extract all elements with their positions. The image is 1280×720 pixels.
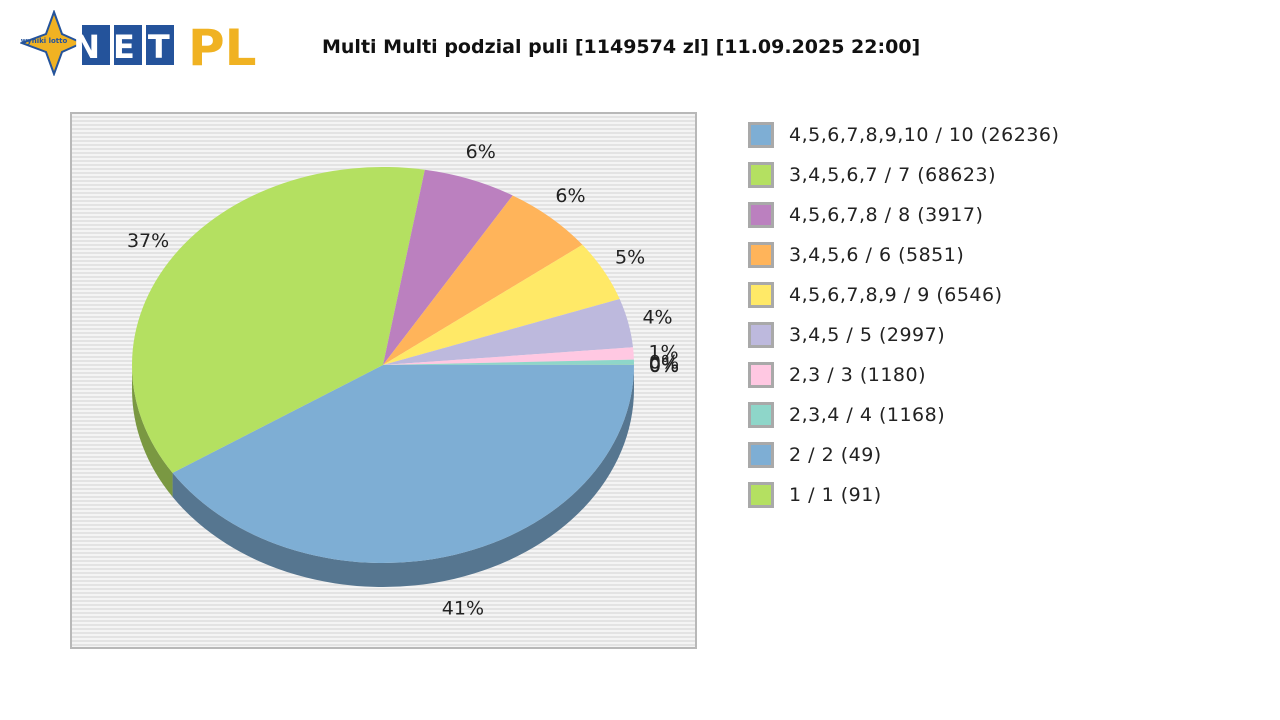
legend-swatch (748, 442, 774, 468)
logo-pl-text: PL (188, 19, 257, 76)
legend-label: 4,5,6,7,8,9 / 9 (6546) (789, 284, 1003, 306)
logo-badge-text: wyniki lotto (21, 37, 68, 45)
legend-swatch (748, 282, 774, 308)
legend-swatch (748, 122, 774, 148)
legend-swatch (748, 162, 774, 188)
chart-title: Multi Multi podzial puli [1149574 zl] [1… (322, 36, 921, 58)
legend-label: 3,4,5 / 5 (2997) (789, 324, 946, 346)
legend-swatch (748, 202, 774, 228)
legend-label: 4,5,6,7,8 / 8 (3917) (789, 204, 984, 226)
legend-label: 1 / 1 (91) (789, 484, 882, 506)
legend-label: 3,4,5,6 / 6 (5851) (789, 244, 965, 266)
legend-swatch (748, 242, 774, 268)
star-logo-icon (20, 10, 85, 76)
legend-label: 3,4,5,6,7 / 7 (68623) (789, 164, 996, 186)
plot-area (70, 112, 697, 649)
legend-label: 2,3,4 / 4 (1168) (789, 404, 946, 426)
legend-label: 2 / 2 (49) (789, 444, 882, 466)
legend-label: 2,3 / 3 (1180) (789, 364, 927, 386)
legend-swatch (748, 402, 774, 428)
legend-swatch (748, 322, 774, 348)
logo-net-text: NET (73, 28, 182, 66)
legend-swatch (748, 362, 774, 388)
netpl-logo: wyniki lotto NET PL (20, 10, 257, 76)
legend-swatch (748, 482, 774, 508)
legend-label: 4,5,6,7,8,9,10 / 10 (26236) (789, 124, 1060, 146)
